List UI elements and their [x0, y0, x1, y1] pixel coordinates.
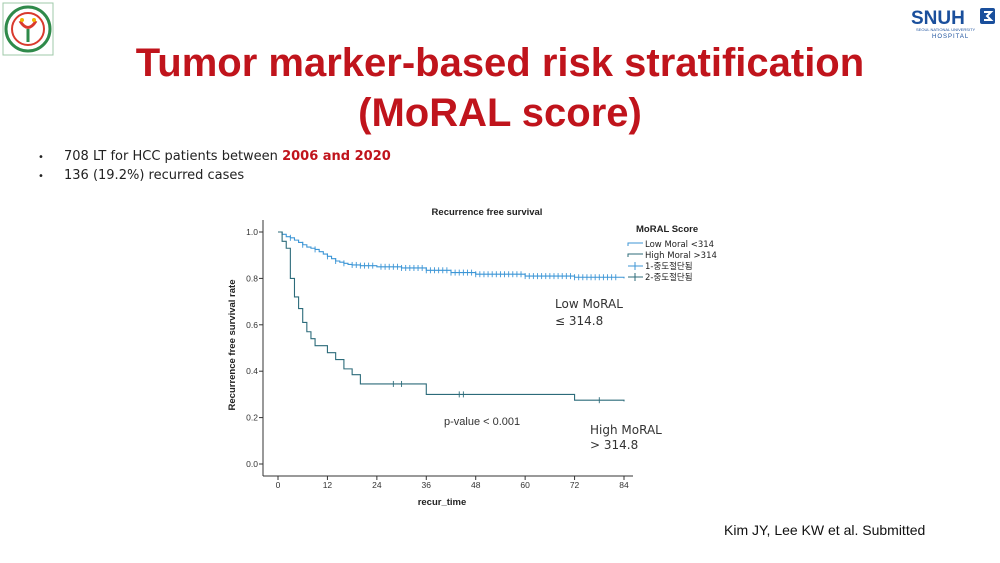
- x-tick-label: 84: [619, 480, 629, 490]
- bullet-text: 136 (19.2%) recurred cases: [64, 168, 245, 183]
- x-tick-label: 12: [323, 480, 333, 490]
- y-tick-label: 0.4: [246, 366, 258, 376]
- bullet-marker: •: [38, 152, 44, 163]
- y-axis-label: Recurrence free survival rate: [227, 280, 238, 411]
- y-tick-label: 0.8: [246, 273, 258, 283]
- snuh-logo: SNUH SEOUL NATIONAL UNIVERSITY HOSPITAL: [908, 4, 998, 40]
- svg-text:HOSPITAL: HOSPITAL: [932, 34, 969, 40]
- y-tick-label: 0.2: [246, 413, 258, 423]
- slide-title: Tumor marker-based risk stratification (…: [0, 38, 1000, 138]
- chart-axes: 0.0 0.2 0.4 0.6 0.8 1.0 0 12 24 36 48 60 72 84: [246, 220, 633, 490]
- annotation-low-moral-threshold: ≤ 314.8: [555, 314, 603, 328]
- x-tick-label: 0: [276, 480, 281, 490]
- title-line-2: (MoRAL score): [358, 91, 642, 135]
- bullet-item: • 708 LT for HCC patients between 2006 a…: [38, 148, 391, 167]
- bullet-text: 708 LT for HCC patients between 2006 and…: [64, 149, 391, 164]
- annotation-low-moral: Low MoRAL: [555, 297, 623, 311]
- chart-title: Recurrence free survival: [432, 207, 543, 218]
- svg-text:SEOUL NATIONAL UNIVERSITY: SEOUL NATIONAL UNIVERSITY: [916, 27, 976, 32]
- survival-curves: [278, 231, 625, 404]
- bullet-marker: •: [38, 171, 44, 182]
- annotation-high-moral-threshold: > 314.8: [590, 438, 638, 452]
- x-tick-label: 60: [520, 480, 530, 490]
- x-tick-label: 48: [471, 480, 481, 490]
- highlight-years: 2006 and 2020: [282, 149, 391, 164]
- legend-entry: 1-중도절단됨: [645, 261, 693, 272]
- legend-swatch: [627, 253, 643, 257]
- legend-swatch: [627, 242, 643, 246]
- x-axis-label: recur_time: [418, 497, 467, 508]
- legend-entry: Low Moral <314: [645, 240, 714, 250]
- legend-title: MoRAL Score: [636, 224, 698, 235]
- chart-annotations: Low MoRAL ≤ 314.8 p-value < 0.001 High M…: [444, 297, 662, 452]
- bullet-list: • 708 LT for HCC patients between 2006 a…: [38, 148, 391, 186]
- y-tick-label: 0.6: [246, 320, 258, 330]
- citation: Kim JY, Lee KW et al. Submitted: [724, 522, 926, 538]
- annotation-high-moral: High MoRAL: [590, 423, 662, 437]
- university-hospital-logo: [2, 2, 54, 56]
- svg-text:SNUH: SNUH: [911, 8, 965, 29]
- legend-entry: 2-중도절단됨: [645, 272, 693, 283]
- annotation-p-value: p-value < 0.001: [444, 416, 520, 428]
- y-tick-label: 0.0: [246, 459, 258, 469]
- x-tick-label: 36: [422, 480, 432, 490]
- legend-entry: High Moral >314: [645, 251, 717, 261]
- title-line-1: Tumor marker-based risk stratification: [135, 41, 865, 85]
- y-tick-label: 1.0: [246, 227, 258, 237]
- bullet-item: • 136 (19.2%) recurred cases: [38, 167, 391, 186]
- x-tick-label: 72: [570, 480, 580, 490]
- x-tick-label: 24: [372, 480, 382, 490]
